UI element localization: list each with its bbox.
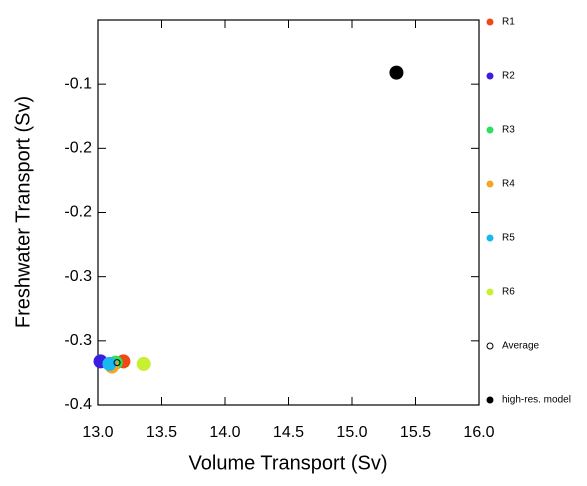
y-axis-title: Freshwater Transport (Sv) bbox=[12, 96, 34, 328]
legend-marker bbox=[486, 72, 494, 80]
plot-frame bbox=[97, 19, 480, 406]
x-tick-label: 13.0 bbox=[82, 424, 113, 441]
legend-marker bbox=[486, 396, 494, 404]
x-tick-label: 15.0 bbox=[336, 424, 367, 441]
legend-label: R4 bbox=[502, 179, 515, 190]
legend-label: R5 bbox=[502, 233, 515, 244]
legend-marker bbox=[486, 18, 494, 26]
legend-marker bbox=[486, 126, 494, 134]
legend-label: high-res. model bbox=[502, 395, 571, 406]
y-tick-label: -0.2 bbox=[64, 204, 92, 221]
point bbox=[113, 359, 121, 367]
legend-marker bbox=[486, 234, 494, 242]
legend-label: R1 bbox=[502, 17, 515, 28]
legend-label: R2 bbox=[502, 71, 515, 82]
legend-marker bbox=[486, 342, 494, 350]
y-tick-label: -0.2 bbox=[64, 140, 92, 157]
x-tick-label: 14.0 bbox=[209, 424, 240, 441]
x-tick-label: 13.5 bbox=[146, 424, 177, 441]
x-axis-title: Volume Transport (Sv) bbox=[189, 452, 388, 474]
x-tick-label: 15.5 bbox=[400, 424, 431, 441]
legend-marker bbox=[486, 288, 494, 296]
y-tick-label: -0.3 bbox=[64, 268, 92, 285]
legend-marker bbox=[486, 180, 494, 188]
point bbox=[389, 65, 404, 80]
point bbox=[136, 356, 151, 371]
y-tick-label: -0.4 bbox=[64, 396, 92, 413]
x-tick-label: 14.5 bbox=[273, 424, 304, 441]
y-tick-label: -0.3 bbox=[64, 332, 92, 349]
y-tick-label: -0.1 bbox=[64, 75, 92, 92]
x-tick-label: 16.0 bbox=[463, 424, 494, 441]
legend-label: Average bbox=[502, 341, 540, 352]
legend-label: R6 bbox=[502, 287, 515, 298]
legend-label: R3 bbox=[502, 125, 515, 136]
point bbox=[102, 356, 117, 371]
